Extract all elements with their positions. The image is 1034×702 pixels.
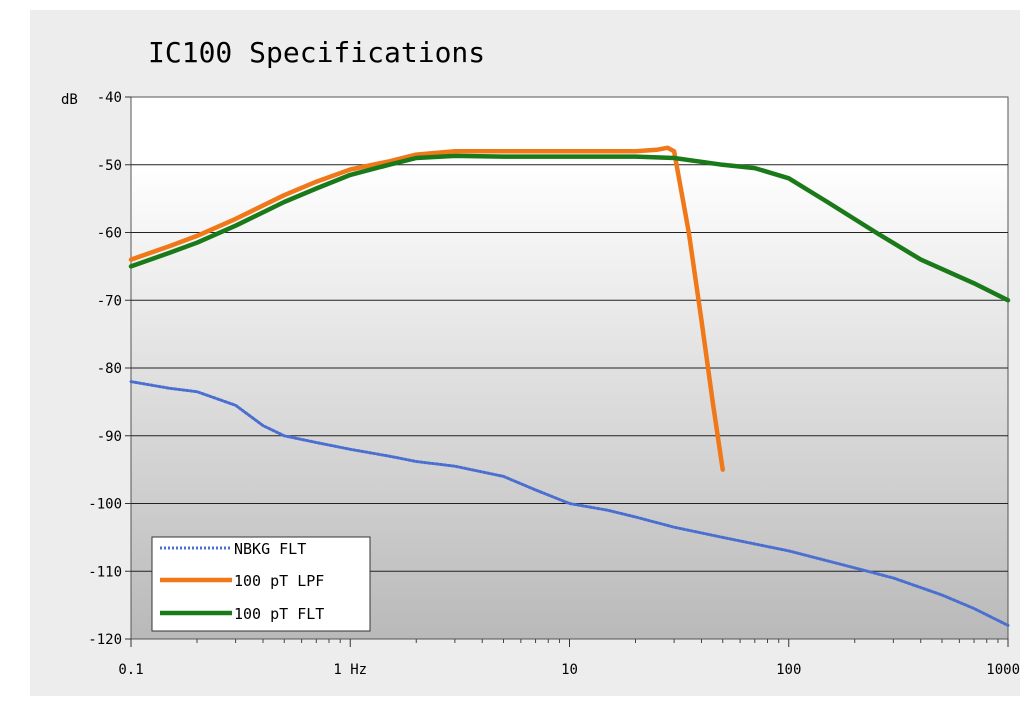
y-tick-label: -60	[97, 226, 122, 242]
y-tick-label: -100	[88, 497, 122, 513]
y-tick-label: -90	[97, 429, 122, 445]
x-axis: 0.1 1 Hz 10 100 1000	[118, 639, 1020, 678]
chart-title: IC100 Specifications	[148, 36, 485, 69]
y-tick-label: -70	[97, 293, 122, 309]
series-layer	[128, 145, 1011, 627]
x-tick-label: 1000	[986, 662, 1020, 678]
legend-label-nbkg-flt: NBKG FLT	[234, 540, 306, 558]
series-line-100-pt-lpf	[128, 145, 725, 472]
legend: NBKG FLT 100 pT LPF 100 pT FLT	[151, 536, 371, 632]
y-unit-label: dB	[61, 92, 78, 108]
series-line-100-pt-flt	[128, 153, 1011, 303]
series-line-nbkg-flt	[129, 380, 1010, 627]
x-tick-label: 0.1	[118, 662, 143, 678]
legend-box	[151, 536, 371, 632]
legend-label-100pt-lpf: 100 pT LPF	[234, 572, 324, 590]
y-tick-label: -50	[97, 158, 122, 174]
y-tick-label: -40	[97, 90, 122, 106]
y-tick-label: -110	[88, 564, 122, 580]
y-tick-label: -80	[97, 361, 122, 377]
y-tick-label: -120	[88, 632, 122, 648]
legend-label-100pt-flt: 100 pT FLT	[234, 605, 324, 623]
x-tick-label: 100	[776, 662, 801, 678]
y-axis: -40 -50 -60 -70 -80 -90 -100 -110 -120	[88, 90, 131, 648]
x-tick-label: 10	[561, 662, 578, 678]
x-tick-label: 1 Hz	[333, 662, 367, 678]
